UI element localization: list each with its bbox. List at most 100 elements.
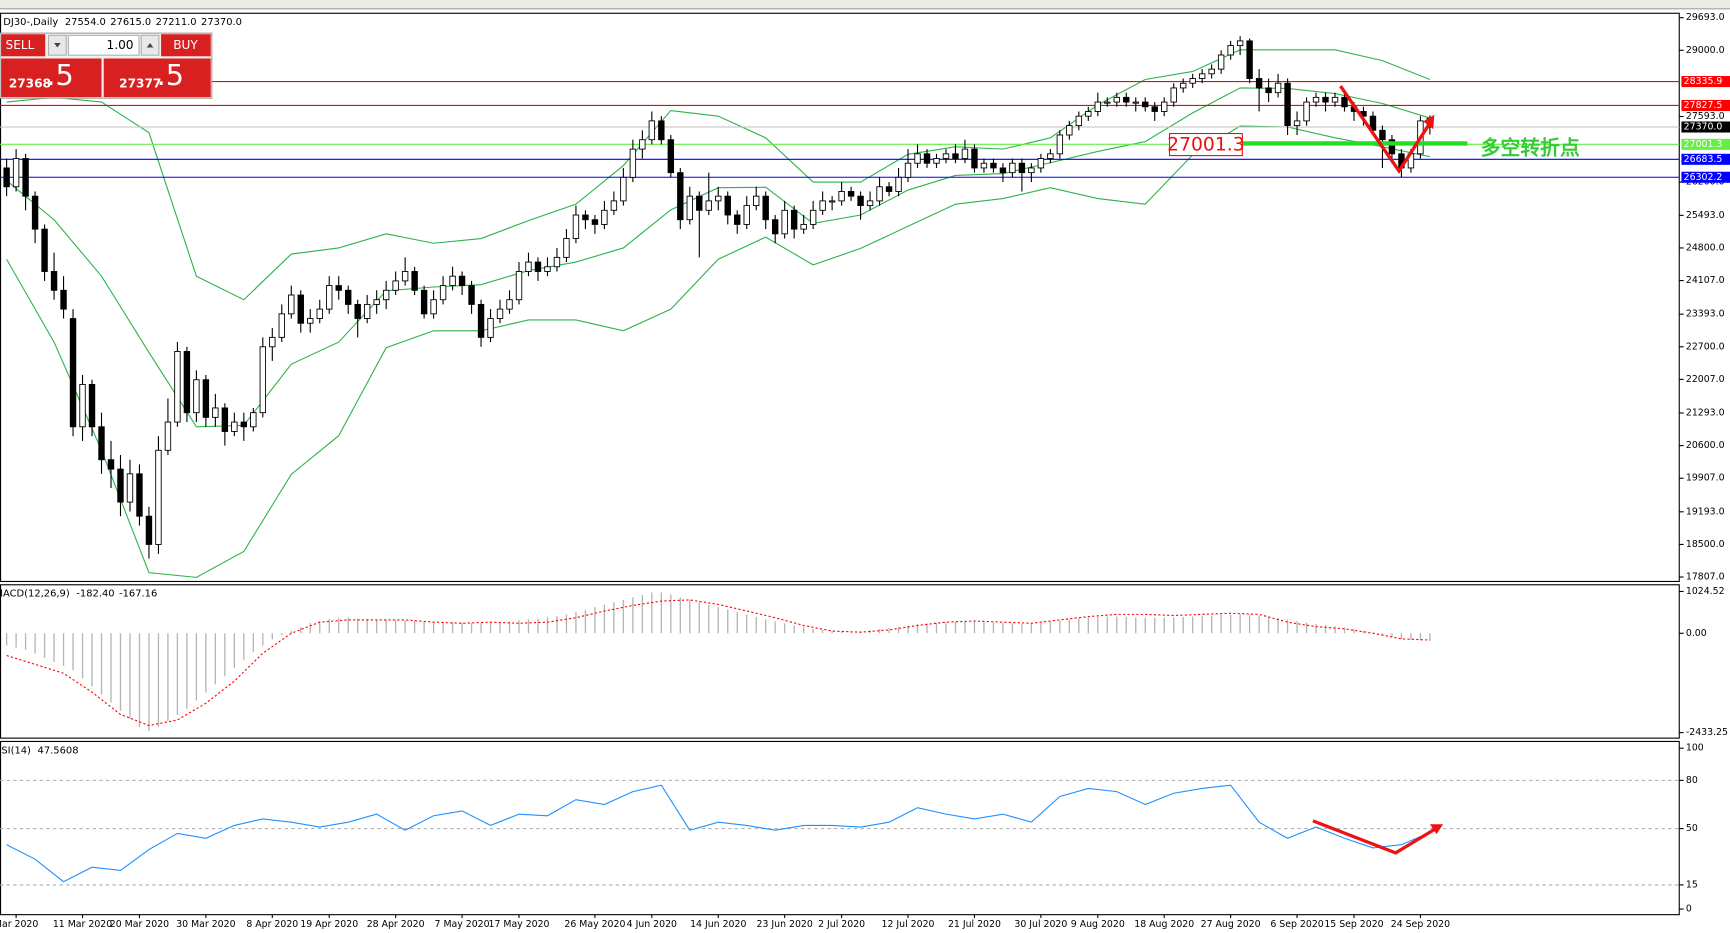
candle-body (1265, 87, 1272, 94)
x-tick-label: 11 Mar 2020 (53, 919, 112, 930)
y-tick-label: 24800.0 (1686, 242, 1725, 253)
candle-body (1113, 96, 1120, 103)
buy-button[interactable] (161, 34, 211, 57)
panel-reading: 27211.0 (156, 17, 197, 28)
x-tick-label: 30 Mar 2020 (176, 919, 235, 930)
candle-body (79, 383, 86, 428)
y-tick-label: 0 (1686, 904, 1692, 915)
candle-body (202, 379, 210, 418)
lot-value[interactable]: 1.00 (107, 38, 134, 52)
candle-body (819, 200, 826, 211)
candle-body (1132, 101, 1139, 104)
candle-body (1255, 78, 1263, 89)
y-tick-label: 0.00 (1686, 628, 1707, 639)
x-tick-label: 2 Jul 2020 (818, 919, 865, 930)
candle-body (904, 162, 912, 178)
candle-body (743, 205, 750, 225)
y-tick-label: 27593.0 (1686, 111, 1725, 122)
panel-reading: -167.16 (119, 589, 157, 600)
price-level-tag (1681, 99, 1730, 111)
candle-body (572, 214, 580, 239)
candle-body (1066, 125, 1073, 136)
lot-input[interactable] (67, 34, 140, 56)
candle-body (363, 303, 371, 319)
price-level-label: 26302.2 (1684, 172, 1723, 183)
price-level-tag (1681, 153, 1730, 165)
panel-label: RSI(14) (0, 745, 31, 756)
candle-body (1322, 96, 1329, 103)
candle-body (857, 195, 864, 207)
candle-body (278, 313, 285, 338)
candle-body (914, 153, 921, 164)
candle-body (952, 153, 959, 159)
main-panel-border (0, 12, 1680, 583)
x-tick-label: 26 May 2020 (564, 919, 625, 930)
candle-body (1104, 101, 1111, 104)
candle-body (553, 256, 561, 268)
candle-body (345, 289, 352, 305)
candle-body (677, 172, 684, 221)
candle-body (1246, 40, 1253, 79)
rsi-line (6, 784, 1431, 883)
candle-body (155, 449, 162, 545)
buy-label[interactable]: BUY (173, 38, 198, 52)
candle-body (259, 346, 267, 414)
buy-price-main[interactable]: 27377 (119, 76, 161, 90)
sell-button[interactable] (1, 34, 46, 57)
sell-label[interactable]: SELL (6, 38, 35, 52)
candle-body (487, 318, 494, 338)
x-tick-label: 12 Jul 2020 (882, 919, 935, 930)
candle-body (1151, 106, 1158, 112)
candle-body (610, 200, 618, 211)
candle-body (183, 351, 191, 414)
candle-body (401, 271, 409, 282)
candle-body (107, 459, 115, 470)
candle-body (1189, 78, 1196, 84)
buy-price-button[interactable] (103, 58, 211, 98)
candle-body (316, 308, 323, 319)
candle-body (667, 139, 675, 174)
candle-body (686, 195, 693, 221)
sell-price-fraction[interactable]: .5 (46, 58, 73, 92)
x-tick-label: 4 Jun 2020 (627, 919, 677, 930)
x-tick-label: 30 Jul 2020 (1014, 919, 1067, 930)
plot-content: DJ30-,Daily 27554.0 27615.0 27211.0 27370.0 2… (0, 12, 1730, 930)
candle-body (828, 200, 836, 203)
candle-body (696, 195, 703, 211)
sell-price-button[interactable] (1, 58, 102, 98)
x-tick-label: 20 Mar 2020 (110, 919, 169, 930)
sell-price-main[interactable]: 27368 (9, 76, 51, 90)
candle-body (1227, 45, 1234, 56)
candle-body (1379, 129, 1386, 141)
buy-price-fraction[interactable]: .5 (157, 58, 184, 92)
y-tick-label: 21293.0 (1686, 407, 1725, 418)
candle-body (373, 299, 380, 305)
candle-body (468, 285, 475, 305)
candle-body (705, 200, 712, 211)
candle-body (193, 379, 200, 414)
candle-body (1075, 115, 1083, 127)
y-tick-label: 20600.0 (1686, 440, 1725, 451)
candle-body (961, 148, 969, 159)
candle-body (876, 186, 883, 202)
candle-body (250, 412, 257, 428)
price-level-label: 27370.0 (1684, 122, 1723, 133)
candle-body (620, 176, 627, 202)
macd-signal (6, 599, 1430, 727)
candle-body (354, 303, 361, 319)
candle-body (753, 195, 760, 207)
arrow-head (1423, 114, 1435, 130)
candle-body (231, 421, 238, 432)
x-tick-label: 18 Aug 2020 (1134, 919, 1194, 930)
candle-body (525, 261, 532, 272)
annotation-box (1168, 132, 1243, 157)
candle-body (430, 299, 437, 315)
candle-body (1047, 153, 1054, 159)
candle-body (31, 195, 39, 230)
candle-body (1236, 40, 1244, 47)
candle-body (1198, 73, 1206, 79)
panel-reading: 27554.0 (65, 17, 106, 28)
candle-body (136, 473, 143, 517)
candle-body (980, 162, 988, 169)
